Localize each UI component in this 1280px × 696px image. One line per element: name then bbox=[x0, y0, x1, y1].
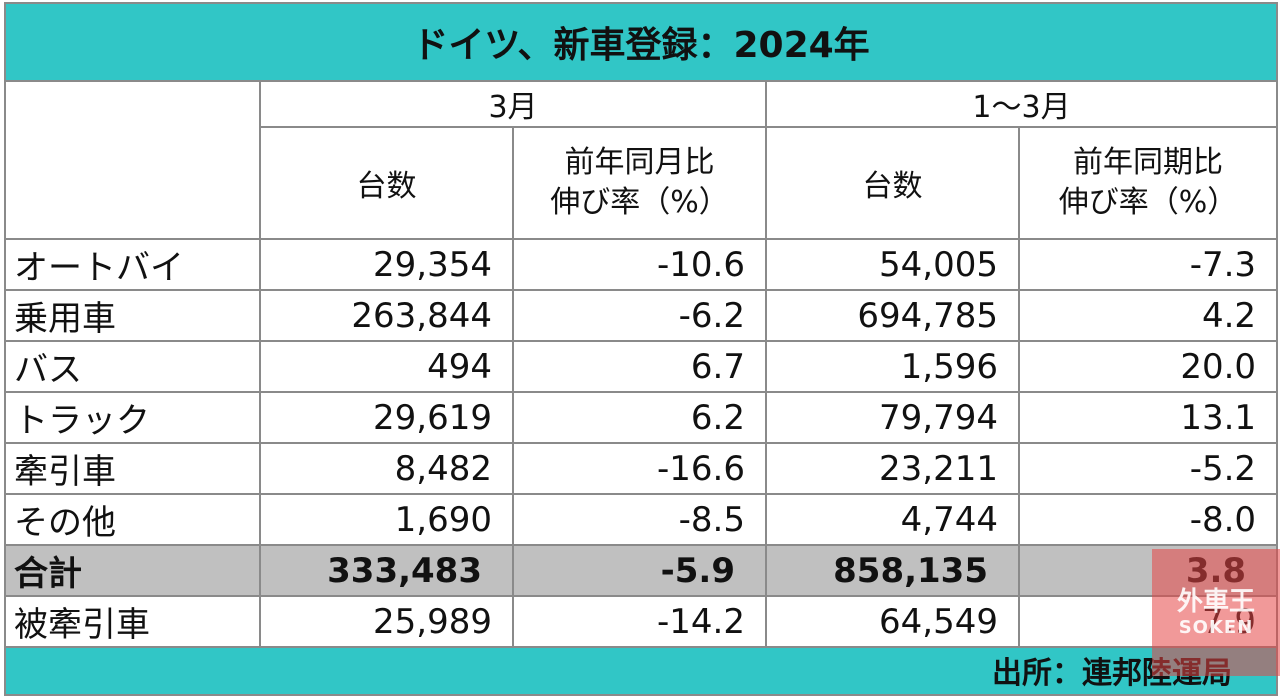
march-units: 29,354 bbox=[259, 238, 514, 291]
march-yoy: -16.6 bbox=[512, 442, 767, 495]
header-ytd-yoy: 前年同期比 伸び率（%） bbox=[1017, 126, 1279, 240]
table-row: バス 494 6.7 1,596 20.0 bbox=[4, 340, 1279, 393]
row-label: トラック bbox=[4, 391, 261, 444]
march-yoy: 6.7 bbox=[512, 340, 767, 393]
header-ytd-units: 台数 bbox=[765, 126, 1020, 240]
watermark-top-text: 外車王 bbox=[1176, 586, 1255, 617]
ytd-yoy: -5.2 bbox=[1017, 442, 1279, 495]
soken-watermark-logo: 外車王 SOKEN bbox=[1152, 549, 1280, 676]
registration-table-container: ドイツ、新車登録：2024年 3月 1～3月 台数 前年同月比 伸び率（%） 台… bbox=[3, 2, 1279, 696]
march-units: 29,619 bbox=[259, 391, 514, 444]
ytd-yoy: -7.3 bbox=[1017, 238, 1279, 291]
march-yoy: -6.2 bbox=[512, 289, 767, 342]
march-units: 333,483 bbox=[259, 544, 514, 597]
ytd-units: 79,794 bbox=[765, 391, 1020, 444]
row-label: その他 bbox=[4, 493, 261, 546]
ytd-units: 4,744 bbox=[765, 493, 1020, 546]
march-yoy: -8.5 bbox=[512, 493, 767, 546]
table-row: トラック 29,619 6.2 79,794 13.1 bbox=[4, 391, 1279, 444]
total-row: 合計 333,483 -5.9 858,135 3.8 bbox=[4, 544, 1279, 597]
row-label: 乗用車 bbox=[4, 289, 261, 342]
ytd-units: 64,549 bbox=[765, 595, 1020, 648]
header-march-yoy: 前年同月比 伸び率（%） bbox=[512, 126, 767, 240]
ytd-units: 1,596 bbox=[765, 340, 1020, 393]
march-units: 25,989 bbox=[259, 595, 514, 648]
march-yoy: -10.6 bbox=[512, 238, 767, 291]
registration-table: ドイツ、新車登録：2024年 3月 1～3月 台数 前年同月比 伸び率（%） 台… bbox=[3, 2, 1279, 696]
source-note: 出所：連邦陸運局 bbox=[3, 646, 1279, 696]
table-row: 被牽引車 25,989 -14.2 64,549 7.9 bbox=[4, 595, 1279, 648]
ytd-yoy: 13.1 bbox=[1017, 391, 1279, 444]
ytd-units: 54,005 bbox=[765, 238, 1020, 291]
table-row: オートバイ 29,354 -10.6 54,005 -7.3 bbox=[4, 238, 1279, 291]
table-title: ドイツ、新車登録：2024年 bbox=[3, 2, 1279, 82]
ytd-yoy: -8.0 bbox=[1017, 493, 1279, 546]
header-march-yoy-line2: 伸び率（%） bbox=[550, 185, 729, 220]
header-ytd-yoy-line2: 伸び率（%） bbox=[1058, 185, 1238, 220]
row-label: 合計 bbox=[4, 544, 261, 597]
ytd-yoy: 4.2 bbox=[1017, 289, 1279, 342]
ytd-units: 23,211 bbox=[765, 442, 1020, 495]
header-period-march: 3月 bbox=[259, 80, 767, 128]
march-units: 8,482 bbox=[259, 442, 514, 495]
header-period-ytd: 1～3月 bbox=[764, 80, 1279, 128]
ytd-units: 858,135 bbox=[765, 544, 1020, 597]
ytd-units: 694,785 bbox=[765, 289, 1020, 342]
table-row: 乗用車 263,844 -6.2 694,785 4.2 bbox=[4, 289, 1279, 342]
march-units: 494 bbox=[259, 340, 514, 393]
march-yoy: -5.9 bbox=[512, 544, 767, 597]
header-march-units: 台数 bbox=[259, 126, 514, 240]
row-label: バス bbox=[4, 340, 261, 393]
table-row: 牽引車 8,482 -16.6 23,211 -5.2 bbox=[4, 442, 1279, 495]
header-ytd-yoy-line1: 前年同期比 bbox=[1073, 145, 1224, 180]
march-yoy: 6.2 bbox=[512, 391, 767, 444]
march-units: 1,690 bbox=[259, 493, 514, 546]
row-label: 被牽引車 bbox=[4, 595, 261, 648]
row-label: オートバイ bbox=[4, 238, 261, 291]
row-label: 牽引車 bbox=[4, 442, 261, 495]
corner-cell bbox=[4, 80, 261, 240]
watermark-bottom-text: SOKEN bbox=[1178, 616, 1254, 638]
march-yoy: -14.2 bbox=[512, 595, 767, 648]
table-row: その他 1,690 -8.5 4,744 -8.0 bbox=[4, 493, 1279, 546]
header-march-yoy-line1: 前年同月比 bbox=[564, 145, 715, 180]
ytd-yoy: 20.0 bbox=[1017, 340, 1279, 393]
march-units: 263,844 bbox=[259, 289, 514, 342]
